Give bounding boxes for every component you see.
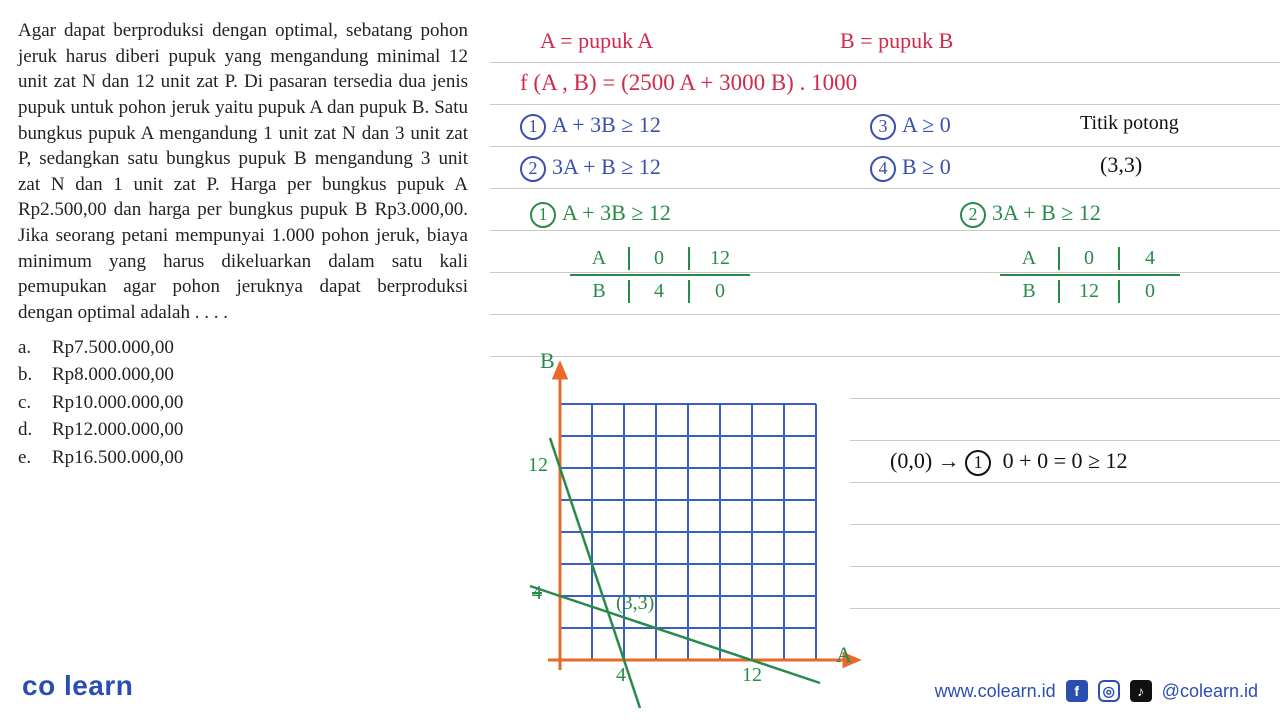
constraint-3: 3A ≥ 0: [870, 112, 951, 140]
intercept-1-header: 1A + 3B ≥ 12: [530, 200, 671, 228]
instagram-icon: ◎: [1098, 680, 1120, 702]
y-tick-12: 12: [528, 454, 548, 477]
rule-line: [850, 398, 1280, 399]
x-tick-4: 4: [616, 664, 626, 687]
objective-function: f (A , B) = (2500 A + 3000 B) . 1000: [520, 70, 857, 96]
rule-line: [850, 608, 1280, 609]
rule-line: [490, 104, 1280, 105]
circled-2b: 2: [960, 202, 986, 228]
rule-line: [490, 146, 1280, 147]
intersection-label: Titik potong: [1080, 112, 1179, 135]
constraint-1: 1A + 3B ≥ 12: [520, 112, 661, 140]
feasibility-graph: B A 12 4 4 12 (3,3): [520, 370, 830, 680]
y-axis-label: B: [540, 348, 555, 374]
option-e: e.Rp16.500.000,00: [18, 444, 468, 472]
circled-1: 1: [520, 114, 546, 140]
rule-line: [490, 356, 1280, 357]
graph-axes: [548, 364, 858, 670]
question-text: Agar dapat berproduksi dengan optimal, s…: [18, 18, 468, 326]
answer-options: a.Rp7.500.000,00 b.Rp8.000.000,00 c.Rp10…: [18, 334, 468, 472]
rule-line: [850, 482, 1280, 483]
intercept-table-1: A012 B40: [570, 242, 750, 306]
footer-right: www.colearn.id f ◎ ♪ @colearn.id: [935, 680, 1258, 702]
definition-b: B = pupuk B: [840, 28, 953, 54]
x-axis-label: A: [836, 642, 852, 668]
intercept-table-2: A04 B120: [1000, 242, 1180, 306]
tiktok-icon: ♪: [1130, 680, 1152, 702]
y-tick-4: 4: [532, 582, 542, 605]
circled-1c: 1: [965, 450, 991, 476]
intercept-2-header: 23A + B ≥ 12: [960, 200, 1101, 228]
rule-line: [850, 566, 1280, 567]
rule-line: [490, 230, 1280, 231]
rule-line: [850, 440, 1280, 441]
test-point-line: (0,0) → 1 0 + 0 = 0 ≥ 12: [890, 448, 1128, 476]
intersection-point: (3,3): [1100, 152, 1142, 178]
brand-logo: co learn: [22, 670, 133, 702]
question-panel: Agar dapat berproduksi dengan optimal, s…: [18, 18, 468, 471]
option-a: a.Rp7.500.000,00: [18, 334, 468, 362]
brand-url: www.colearn.id: [935, 681, 1056, 702]
option-c: c.Rp10.000.000,00: [18, 389, 468, 417]
constraint-2: 23A + B ≥ 12: [520, 154, 661, 182]
option-d: d.Rp12.000.000,00: [18, 416, 468, 444]
x-tick-12: 12: [742, 664, 762, 687]
graph-grid: [560, 404, 816, 660]
constraint-lines: [530, 438, 820, 708]
brand-handle: @colearn.id: [1162, 681, 1258, 702]
rule-line: [490, 188, 1280, 189]
intersection-label-on-graph: (3,3): [616, 592, 654, 615]
circled-3: 3: [870, 114, 896, 140]
rule-line: [490, 62, 1280, 63]
facebook-icon: f: [1066, 680, 1088, 702]
circled-4: 4: [870, 156, 896, 182]
option-b: b.Rp8.000.000,00: [18, 361, 468, 389]
definition-a: A = pupuk A: [540, 28, 653, 54]
constraint-4: 4B ≥ 0: [870, 154, 951, 182]
rule-line: [850, 524, 1280, 525]
circled-2: 2: [520, 156, 546, 182]
rule-line: [490, 314, 1280, 315]
circled-1b: 1: [530, 202, 556, 228]
